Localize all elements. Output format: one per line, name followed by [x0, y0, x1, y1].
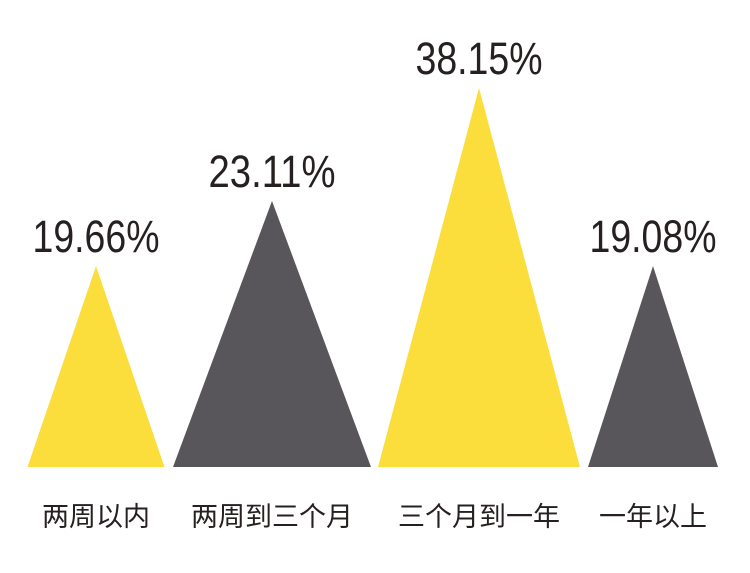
category-label-3: 三个月到一年: [398, 502, 560, 532]
triangle-bar-4: [588, 266, 718, 467]
category-label-4: 一年以上: [599, 502, 707, 532]
triangle-bar-3: [378, 88, 580, 467]
value-label-3: 38.15%: [416, 33, 543, 84]
triangle-bar-1: [27, 266, 165, 467]
value-label-2: 23.11%: [209, 146, 336, 197]
value-label-4: 19.08%: [590, 211, 717, 262]
category-label-2: 两周到三个月: [191, 502, 353, 532]
value-label-1: 19.66%: [33, 211, 160, 262]
category-label-1: 两周以内: [42, 502, 150, 532]
triangle-bar-2: [173, 201, 371, 467]
